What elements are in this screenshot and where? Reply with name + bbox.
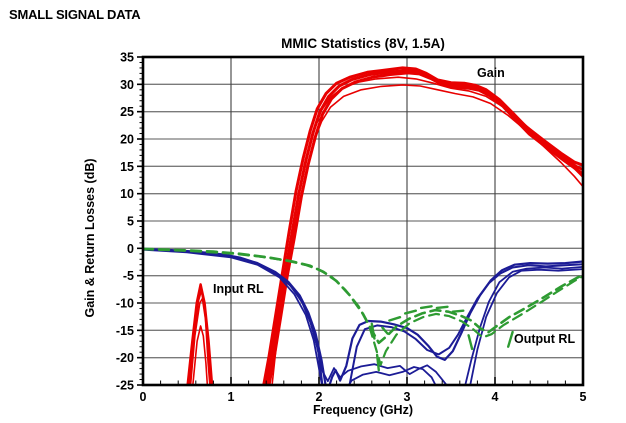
page-title: SMALL SIGNAL DATA — [9, 7, 141, 22]
series-output-rl-scatter-10 — [507, 330, 514, 348]
y-tick-label: 10 — [120, 187, 134, 201]
y-tick-label: 5 — [127, 215, 134, 229]
y-tick-label: -15 — [116, 324, 134, 338]
series-gain-4 — [266, 76, 583, 385]
y-tick-label: 25 — [120, 105, 134, 119]
series-output-rl-2 — [143, 248, 583, 366]
series-output-rl-scatter-1 — [370, 322, 376, 340]
x-axis-title: Frequency (GHz) — [312, 403, 413, 417]
y-tick-label: -10 — [116, 297, 134, 311]
y-tick-label: 35 — [120, 51, 134, 65]
y-tick-label: 0 — [127, 242, 134, 256]
x-tick-label: 0 — [140, 390, 147, 404]
gain-curve-label: Gain — [477, 66, 505, 80]
y-tick-label: -5 — [123, 269, 134, 283]
series-gain-bump-4 — [192, 325, 209, 385]
series-output-rl-scatter-4 — [388, 316, 402, 322]
y-axis-title: Gain & Return Losses (dB) — [83, 158, 97, 318]
series-output-rl-scatter-3 — [381, 326, 389, 335]
x-tick-label: 3 — [404, 390, 411, 404]
input-rl-curve-label: Input RL — [213, 282, 264, 296]
y-tick-label: -20 — [116, 351, 134, 365]
y-tick-label: 20 — [120, 133, 134, 147]
series-input-rl-4 — [143, 248, 583, 385]
series-output-rl-scatter-5 — [404, 309, 417, 315]
y-tick-label: -25 — [116, 379, 134, 393]
output-rl-curve-label: Output RL — [514, 332, 576, 346]
x-tick-label: 2 — [316, 390, 323, 404]
series-gain-bump-2 — [188, 288, 212, 385]
series-output-rl-1 — [143, 247, 583, 345]
chart-title: MMIC Statistics (8V, 1.5A) — [281, 36, 445, 51]
series-group — [143, 66, 583, 385]
y-tick-label: 15 — [120, 160, 134, 174]
x-tick-label: 5 — [580, 390, 587, 404]
series-output-rl-scatter-9 — [467, 334, 474, 351]
x-tick-label: 4 — [492, 390, 499, 404]
y-tick-label: 30 — [120, 78, 134, 92]
series-gain-5 — [271, 84, 583, 385]
series-output-rl-scatter-6 — [419, 305, 433, 310]
series-gain-bump-3 — [189, 297, 211, 385]
series-output-rl-scatter-8 — [451, 309, 465, 313]
series-output-rl-scatter-2 — [375, 353, 380, 372]
series-input-rl-3 — [143, 248, 583, 385]
series-output-rl-scatter-7 — [435, 305, 449, 310]
x-tick-label: 1 — [228, 390, 235, 404]
series-gain-3 — [267, 71, 583, 385]
plot-border — [141, 55, 585, 387]
